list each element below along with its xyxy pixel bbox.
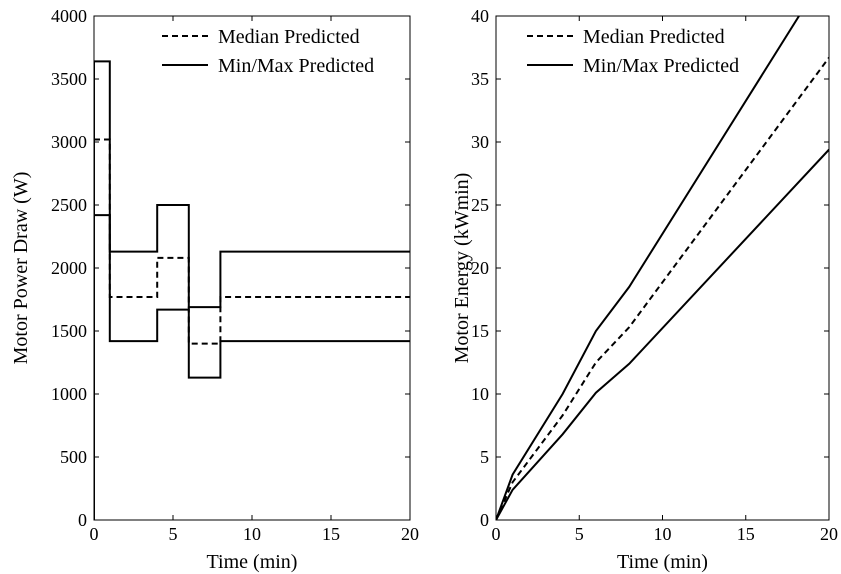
energy-y-tick-label: 35 <box>471 69 489 89</box>
energy-legend-label-minmax: Min/Max Predicted <box>583 55 739 77</box>
power-series-group <box>94 60 410 520</box>
energy-y-tick-label: 20 <box>471 258 489 278</box>
power-x-axis-title: Time (min) <box>207 551 298 573</box>
energy-y-tick-label: 5 <box>480 447 489 467</box>
power-y-tick-label: 2000 <box>51 258 87 278</box>
power-y-tick-label: 500 <box>60 447 87 467</box>
power-plot-frame <box>93 15 411 521</box>
power-legend-label-minmax: Min/Max Predicted <box>218 55 374 77</box>
energy-y-tick-label: 15 <box>471 321 489 341</box>
energy-y-tick-label: 25 <box>471 195 489 215</box>
energy-y-axis-title: Motor Energy (kWmin) <box>451 173 473 364</box>
power-x-tick-label: 5 <box>169 524 178 544</box>
energy-chart: 0 5 10 15 20 0 5 10 15 20 25 30 35 40 Time (min) Motor … <box>451 6 838 573</box>
energy-legend-label-median: Median Predicted <box>583 26 725 48</box>
power-y-tick-label: 4000 <box>51 6 87 26</box>
energy-x-tick-label: 0 <box>492 524 501 544</box>
energy-series-minmax-line-2 <box>496 148 829 520</box>
energy-x-tick-label: 10 <box>654 524 672 544</box>
energy-series-group <box>496 16 829 520</box>
power-x-tick-label: 15 <box>322 524 340 544</box>
power-y-tick-label: 0 <box>78 510 87 530</box>
energy-x-axis-title: Time (min) <box>617 551 708 573</box>
energy-series-median-line <box>496 57 829 520</box>
power-y-tick-label: 3500 <box>51 69 87 89</box>
energy-x-tick-label: 15 <box>737 524 755 544</box>
power-series-median-line <box>94 138 410 345</box>
power-y-tick-label: 1500 <box>51 321 87 341</box>
energy-y-tick-label: 10 <box>471 384 489 404</box>
power-series-minmax-line-2 <box>94 214 410 379</box>
power-y-tick-label: 1000 <box>51 384 87 404</box>
power-y-tick-label: 3000 <box>51 132 87 152</box>
energy-y-tick-label: 40 <box>471 6 489 26</box>
power-chart: 0 5 10 15 20 0 500 1000 1500 2000 2500 3000 3500 4000… <box>10 6 419 573</box>
power-y-tick-label: 2500 <box>51 195 87 215</box>
power-x-tick-label: 20 <box>401 524 419 544</box>
power-legend-label-median: Median Predicted <box>218 26 360 48</box>
energy-plot-frame <box>495 15 830 521</box>
energy-x-tick-label: 5 <box>575 524 584 544</box>
energy-y-tick-label: 0 <box>480 510 489 530</box>
power-x-tick-label: 10 <box>243 524 261 544</box>
energy-x-tick-label: 20 <box>820 524 838 544</box>
power-series-minmax-line-1 <box>94 60 410 520</box>
energy-y-tick-label: 30 <box>471 132 489 152</box>
power-y-axis-title: Motor Power Draw (W) <box>10 172 32 365</box>
power-x-tick-label: 0 <box>90 524 99 544</box>
energy-series-minmax-line-1 <box>496 16 800 520</box>
